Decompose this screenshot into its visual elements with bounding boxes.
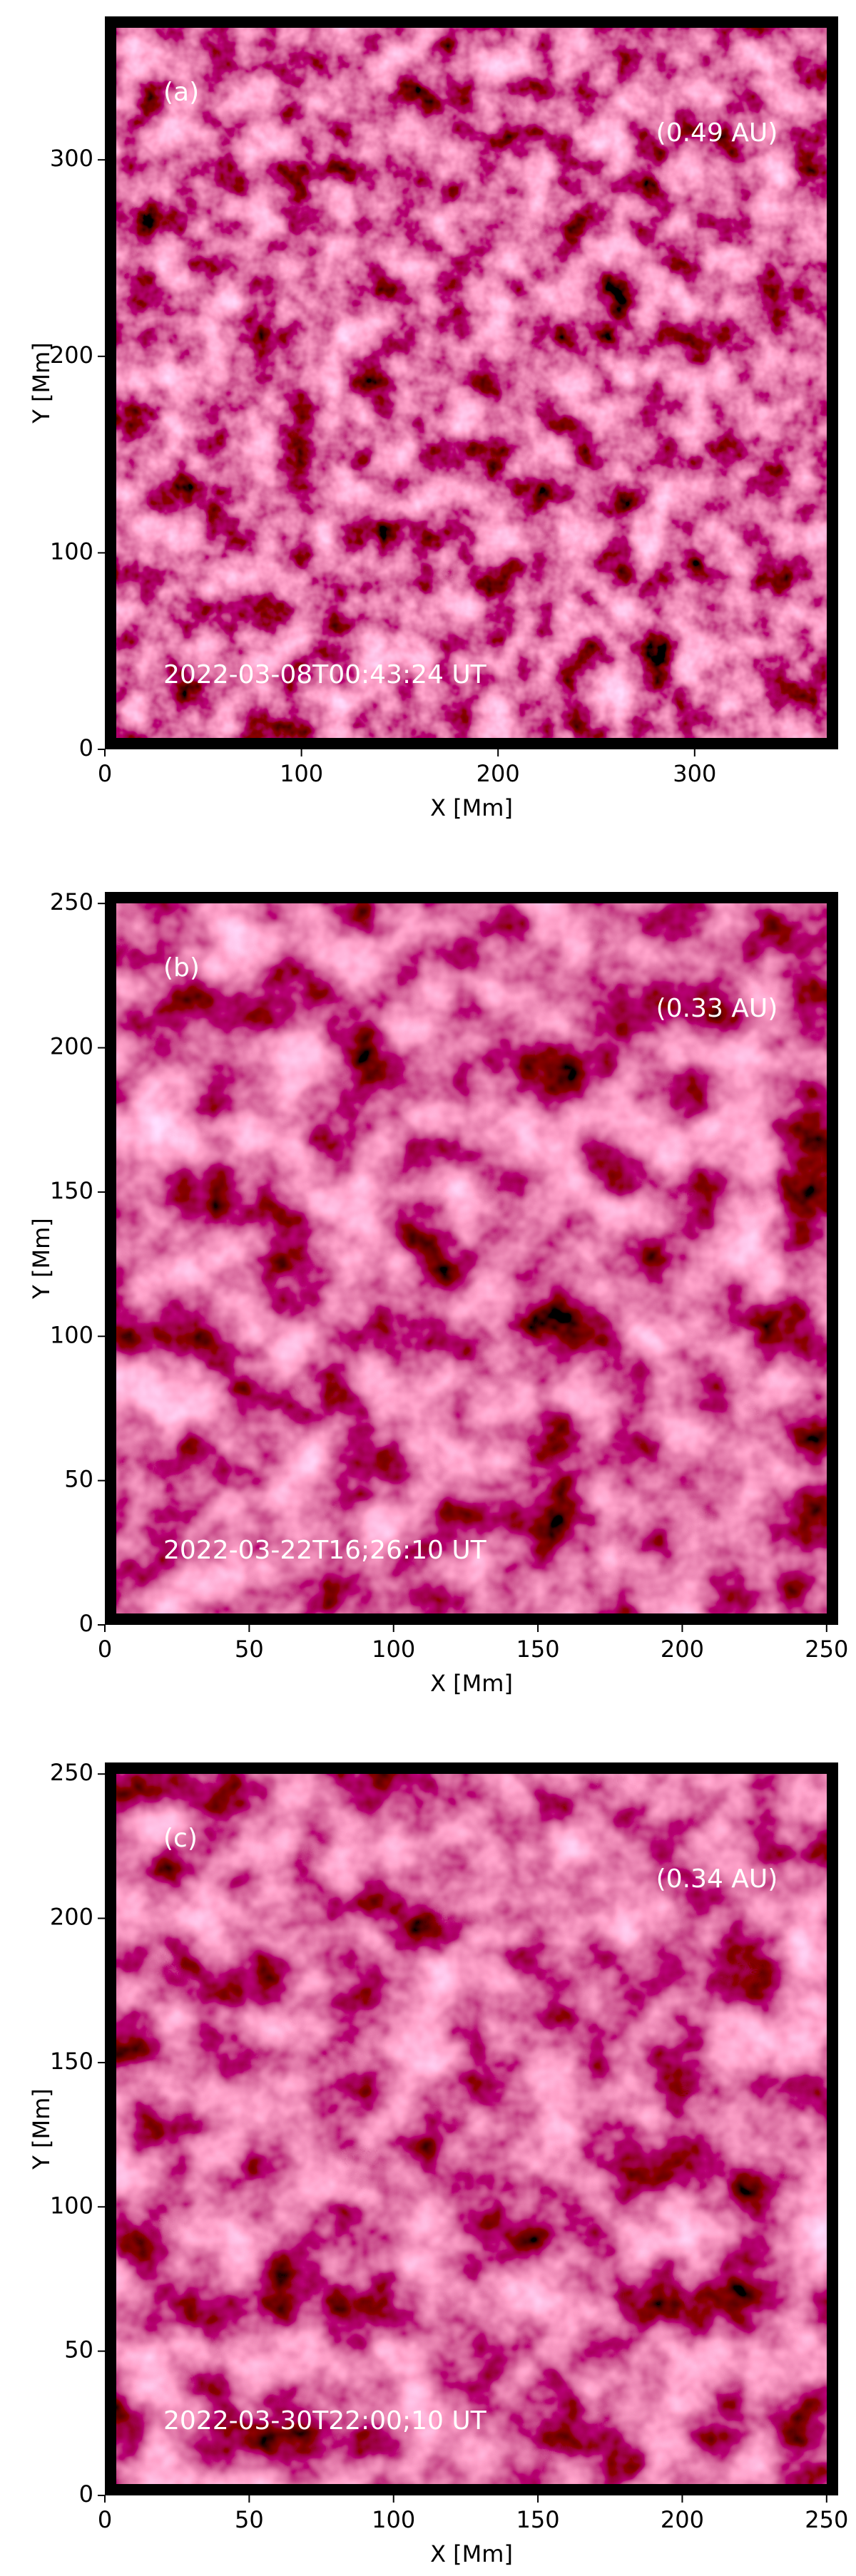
x-tick-label: 200	[477, 760, 520, 787]
y-tick-label: 200	[50, 1904, 93, 1931]
distance-label: (0.33 AU)	[656, 994, 778, 1023]
solar-image	[116, 1774, 827, 2484]
x-tick-label: 0	[98, 1636, 112, 1663]
x-tick-label: 50	[235, 1636, 264, 1663]
x-tick-label: 100	[372, 2506, 415, 2533]
y-tick-label: 0	[79, 2480, 93, 2508]
distance-label: (0.49 AU)	[656, 118, 778, 148]
y-tick-label: 150	[50, 1177, 93, 1204]
x-tick-label: 50	[235, 2506, 264, 2533]
timestamp: 2022-03-22T16;26:10 UT	[163, 1536, 487, 1565]
y-axis-label: Y [Mm]	[28, 2088, 55, 2170]
y-axis-label: Y [Mm]	[28, 342, 55, 424]
timestamp: 2022-03-30T22:00;10 UT	[163, 2406, 487, 2436]
panel-label: (a)	[163, 78, 199, 107]
x-axis-label: X [Mm]	[430, 794, 513, 821]
x-tick-label: 150	[516, 1636, 560, 1663]
panel-label: (b)	[163, 953, 200, 982]
y-tick-label: 0	[79, 734, 93, 761]
y-tick-label: 300	[50, 145, 93, 172]
y-tick-label: 200	[50, 1033, 93, 1060]
y-axis-label: Y [Mm]	[28, 1218, 55, 1299]
y-tick-label: 250	[50, 1759, 93, 1786]
y-tick-label: 250	[50, 888, 93, 915]
x-tick-label: 250	[805, 2506, 848, 2533]
y-tick-label: 50	[64, 2336, 93, 2364]
y-tick-label: 50	[64, 1466, 93, 1493]
y-tick-label: 0	[79, 1610, 93, 1637]
distance-label: (0.34 AU)	[656, 1864, 778, 1894]
x-tick-label: 100	[372, 1636, 415, 1663]
y-tick-label: 100	[50, 2192, 93, 2219]
x-tick-label: 100	[280, 760, 323, 787]
x-tick-label: 200	[661, 2506, 704, 2533]
x-axis-label: X [Mm]	[430, 2540, 513, 2567]
x-tick-label: 0	[98, 2506, 112, 2533]
x-tick-label: 300	[673, 760, 716, 787]
x-axis-label: X [Mm]	[430, 1670, 513, 1697]
x-tick-label: 0	[98, 760, 112, 787]
panel-label: (c)	[163, 1824, 198, 1853]
y-tick-label: 150	[50, 2048, 93, 2075]
y-tick-label: 200	[50, 342, 93, 369]
y-tick-label: 100	[50, 538, 93, 565]
x-tick-label: 250	[805, 1636, 848, 1663]
x-tick-label: 200	[661, 1636, 704, 1663]
timestamp: 2022-03-08T00:43:24 UT	[163, 660, 487, 689]
y-tick-label: 100	[50, 1321, 93, 1348]
solar-image	[116, 903, 827, 1613]
solar-image	[116, 28, 827, 738]
x-tick-label: 150	[516, 2506, 560, 2533]
